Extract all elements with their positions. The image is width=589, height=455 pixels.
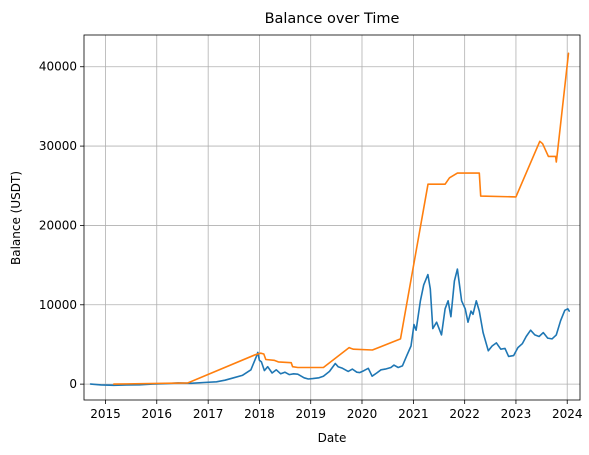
x-tick-label: 2020 xyxy=(347,407,378,421)
x-tick-label: 2018 xyxy=(244,407,275,421)
y-tick-label: 0 xyxy=(69,377,77,391)
x-tick-label: 2015 xyxy=(90,407,121,421)
grid xyxy=(84,35,580,400)
x-axis: 2015 2016 2017 2018 2019 2020 2021 2022 2023 2024 xyxy=(90,400,582,421)
chart-title: Balance over Time xyxy=(265,11,400,27)
y-tick-label: 30000 xyxy=(39,139,77,153)
x-axis-label: Date xyxy=(318,431,347,445)
y-tick-label: 40000 xyxy=(39,60,77,74)
y-tick-label: 20000 xyxy=(39,218,77,232)
x-tick-label: 2024 xyxy=(552,407,583,421)
x-tick-label: 2021 xyxy=(398,407,429,421)
x-tick-label: 2019 xyxy=(295,407,326,421)
plot-frame xyxy=(83,34,581,401)
x-tick-label: 2016 xyxy=(141,407,172,421)
y-tick-label: 10000 xyxy=(39,298,77,312)
y-axis: 0 10000 20000 30000 40000 xyxy=(39,60,84,391)
y-axis-label: Balance (USDT) xyxy=(9,171,23,265)
x-tick-label: 2023 xyxy=(501,407,532,421)
series-line-1 xyxy=(89,268,571,387)
x-tick-label: 2017 xyxy=(193,407,224,421)
series-layer xyxy=(89,52,571,387)
series-line-2 xyxy=(113,52,570,385)
x-tick-label: 2022 xyxy=(449,407,480,421)
